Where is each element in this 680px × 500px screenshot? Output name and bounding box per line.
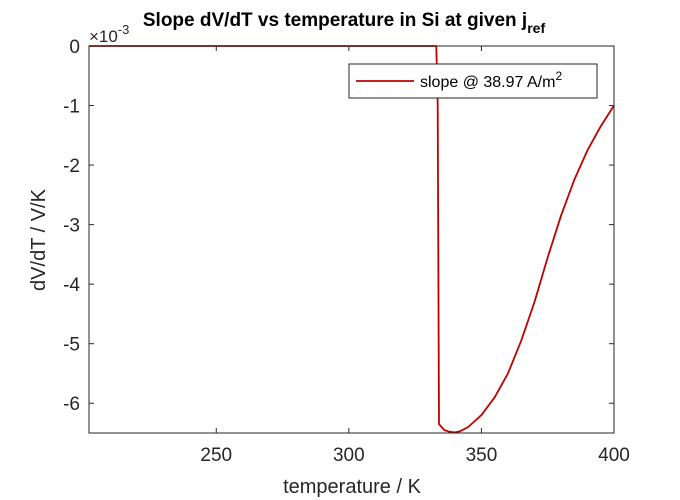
x-tick-label: 350 (466, 445, 498, 466)
y-axis-label: dV/dT / V/K (28, 188, 50, 291)
chart-title-main: Slope dV/dT vs temperature in Si at give… (143, 10, 527, 31)
legend-entry-label: slope @ 38.97 A/m (420, 74, 555, 91)
x-tick-label: 300 (333, 445, 365, 466)
y-exponent-base: ×10 (89, 27, 118, 46)
chart-title-subscript: ref (527, 20, 545, 36)
x-axis-label: temperature / K (283, 476, 422, 498)
legend-entry-superscript: 2 (555, 69, 562, 83)
y-tick-label: -5 (63, 335, 80, 356)
y-exponent-power: -3 (118, 22, 130, 37)
y-tick-label: -2 (63, 156, 80, 177)
plot-area (89, 46, 614, 433)
y-tick-label: -3 (63, 216, 80, 237)
x-tick-label: 250 (200, 445, 232, 466)
x-tick-label: 400 (598, 445, 630, 466)
y-tick-label: -6 (63, 394, 80, 415)
y-tick-label: -1 (63, 97, 80, 118)
y-tick-label: -4 (63, 275, 80, 296)
legend: slope @ 38.97 A/m2 (349, 64, 597, 98)
y-tick-label: 0 (69, 37, 80, 58)
